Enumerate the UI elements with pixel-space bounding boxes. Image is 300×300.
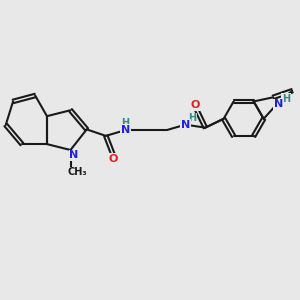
Text: H: H	[282, 94, 290, 103]
Text: CH₃: CH₃	[67, 167, 87, 177]
Text: N: N	[181, 120, 190, 130]
Text: N: N	[121, 125, 130, 135]
Text: N: N	[69, 150, 79, 160]
Text: O: O	[109, 154, 118, 164]
Text: N: N	[274, 100, 283, 110]
Text: H: H	[188, 113, 196, 123]
Text: H: H	[121, 118, 129, 128]
Text: O: O	[190, 100, 200, 110]
